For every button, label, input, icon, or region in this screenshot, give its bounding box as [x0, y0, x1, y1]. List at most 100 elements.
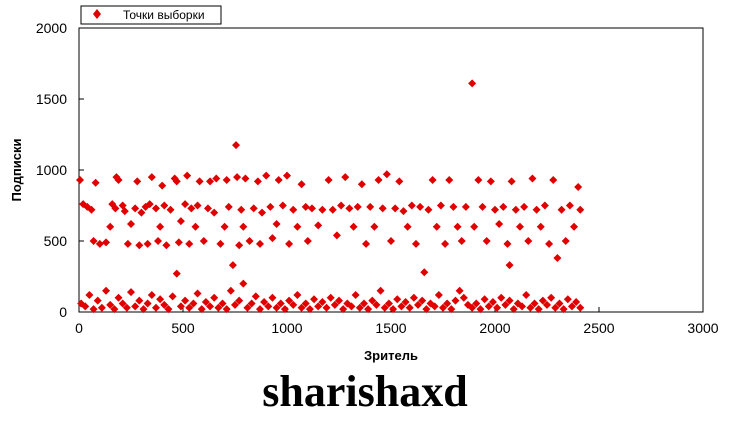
data-point	[199, 237, 208, 245]
data-point	[411, 239, 420, 248]
data-point	[534, 305, 543, 314]
data-point	[135, 296, 144, 305]
data-point	[222, 175, 231, 184]
data-point	[480, 295, 489, 304]
data-point	[181, 200, 190, 209]
data-point	[193, 289, 202, 298]
data-point	[376, 286, 385, 295]
data-point	[122, 303, 131, 312]
data-point	[515, 222, 524, 231]
data-point	[276, 299, 285, 308]
data-point	[151, 303, 160, 312]
data-point	[218, 299, 227, 308]
data-point	[536, 222, 545, 231]
data-point	[522, 290, 531, 299]
data-point	[156, 295, 165, 304]
y-tick-label: 0	[59, 304, 67, 320]
data-point	[245, 237, 254, 245]
data-point	[303, 237, 312, 245]
data-point	[574, 183, 583, 192]
data-point	[220, 222, 229, 231]
data-point	[139, 305, 148, 314]
data-point	[357, 180, 366, 189]
x-tick-label: 2000	[479, 320, 510, 336]
data-point	[137, 208, 146, 217]
y-tick-label: 1000	[36, 162, 67, 178]
data-point	[235, 241, 244, 250]
data-point	[353, 202, 362, 211]
x-tick-label: 1500	[375, 320, 406, 336]
data-point	[520, 202, 529, 211]
data-point	[337, 201, 346, 210]
data-point	[278, 201, 287, 210]
data-point	[507, 177, 516, 186]
data-point	[436, 201, 445, 210]
data-point	[174, 238, 183, 247]
data-point	[553, 254, 562, 263]
data-point	[416, 202, 425, 211]
data-point	[160, 300, 169, 309]
data-point	[561, 237, 570, 245]
data-point	[572, 298, 581, 307]
data-point	[559, 305, 568, 314]
data-point	[89, 237, 98, 245]
data-point	[102, 286, 111, 295]
legend-label: Точки выборки	[123, 8, 205, 22]
y-axis: 0 500 1000 1500 2000	[36, 20, 84, 320]
data-point	[441, 239, 450, 248]
data-point	[488, 298, 497, 307]
data-point	[470, 222, 479, 231]
data-point	[332, 231, 341, 240]
data-point	[216, 239, 225, 248]
data-point	[324, 175, 333, 184]
x-tick-label: 500	[171, 320, 195, 336]
data-point	[176, 302, 185, 311]
data-point	[491, 205, 499, 214]
data-point	[176, 217, 185, 226]
data-point	[81, 302, 90, 311]
data-point	[147, 290, 156, 299]
data-point	[528, 174, 537, 183]
data-point	[445, 175, 454, 184]
data-point	[249, 204, 258, 213]
data-point	[351, 290, 360, 299]
data-point	[503, 239, 512, 248]
data-point	[476, 305, 485, 314]
data-point	[345, 204, 354, 213]
data-point	[206, 177, 215, 186]
data-point	[307, 204, 316, 213]
data-point	[482, 237, 491, 245]
data-point	[89, 305, 98, 314]
data-point	[378, 204, 387, 213]
data-point	[241, 174, 250, 183]
legend-box	[80, 5, 222, 25]
data-point	[518, 302, 527, 311]
data-point	[97, 303, 106, 312]
data-point	[283, 171, 291, 180]
data-point	[301, 202, 310, 211]
data-point	[166, 205, 175, 214]
data-point	[210, 208, 219, 217]
data-point	[570, 222, 579, 231]
data-point	[478, 202, 487, 211]
data-point	[443, 299, 452, 308]
data-point	[285, 239, 294, 248]
data-point	[555, 299, 564, 308]
data-point	[143, 299, 152, 308]
data-point	[191, 222, 200, 231]
data-point	[526, 303, 535, 312]
data-point	[272, 303, 281, 312]
data-point	[511, 205, 520, 214]
data-point	[181, 296, 190, 305]
data-point	[197, 305, 206, 314]
data-point	[551, 303, 560, 312]
data-point	[524, 237, 533, 245]
data-point	[451, 296, 460, 305]
data-point	[76, 175, 85, 184]
data-point	[493, 303, 502, 312]
data-point	[576, 303, 585, 312]
data-point	[123, 239, 132, 248]
data-point	[224, 202, 233, 211]
data-point	[364, 305, 373, 314]
data-point	[372, 300, 381, 309]
